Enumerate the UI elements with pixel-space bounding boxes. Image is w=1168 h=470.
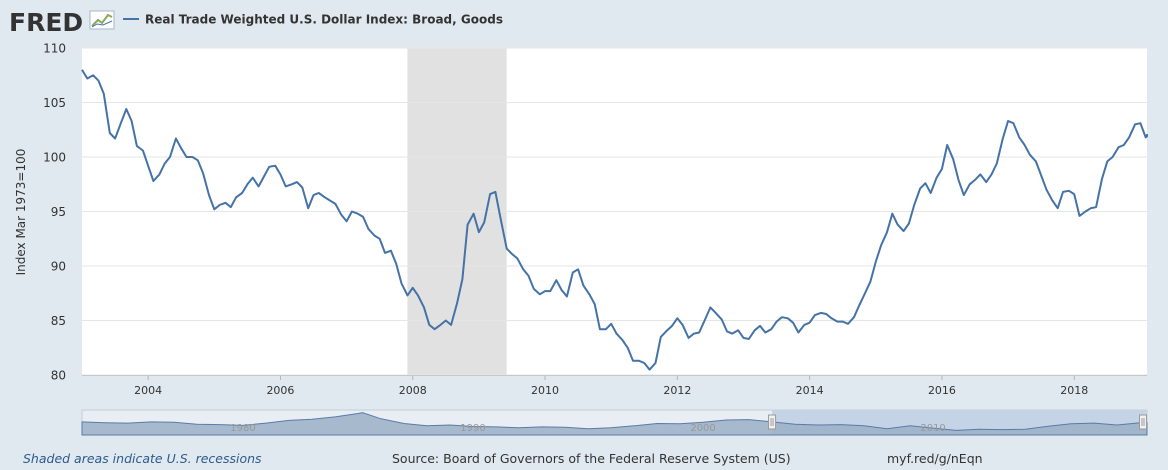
x-axis-ticks: 2004 2006 2008 2010 2012 2014 2016 2018 bbox=[82, 375, 1147, 397]
fred-logo-text: FRED bbox=[9, 8, 83, 37]
y-tick-label: 100 bbox=[43, 151, 66, 165]
series-line bbox=[81, 69, 1148, 371]
fred-logo[interactable]: FRED bbox=[9, 8, 115, 37]
x-tick-label: 2010 bbox=[531, 384, 559, 397]
y-axis-ticks: 80 85 90 95 100 105 110 bbox=[43, 42, 66, 383]
y-tick-label: 95 bbox=[51, 205, 66, 219]
y-tick-label: 90 bbox=[51, 260, 66, 274]
series-line-group bbox=[81, 69, 1148, 371]
range-navigator[interactable]: 1980 1990 2000 2010 bbox=[81, 409, 1148, 436]
navigator-tick-label: 2010 bbox=[920, 423, 945, 434]
chart-logo-icon bbox=[89, 10, 115, 30]
y-tick-label: 80 bbox=[51, 369, 66, 383]
legend: Real Trade Weighted U.S. Dollar Index: B… bbox=[123, 13, 503, 27]
handle-body[interactable] bbox=[768, 414, 777, 430]
handle-body[interactable] bbox=[1139, 414, 1147, 430]
navigator-tick-label: 1980 bbox=[230, 423, 255, 434]
navigator-right-handle[interactable] bbox=[1139, 414, 1147, 430]
legend-series-title: Real Trade Weighted U.S. Dollar Index: B… bbox=[145, 13, 503, 27]
y-tick-label: 105 bbox=[43, 96, 66, 110]
x-tick-label: 2016 bbox=[928, 384, 956, 397]
x-tick-label: 2004 bbox=[134, 384, 162, 397]
x-tick-label: 2008 bbox=[399, 384, 427, 397]
y-tick-label: 85 bbox=[51, 314, 66, 328]
navigator-area bbox=[81, 412, 1148, 436]
y-axis-label: Index Mar 1973=100 bbox=[14, 149, 28, 276]
navigator-tick-label: 2000 bbox=[690, 423, 715, 434]
short-url[interactable]: myf.red/g/nEqn bbox=[887, 451, 983, 466]
source-text: Source: Board of Governors of the Federa… bbox=[392, 451, 791, 466]
recession-note-link[interactable]: Shaded areas indicate U.S. recessions bbox=[23, 451, 262, 466]
x-tick-label: 2014 bbox=[796, 384, 824, 397]
y-tick-label: 110 bbox=[43, 42, 66, 56]
x-tick-label: 2012 bbox=[663, 384, 691, 397]
navigator-left-handle[interactable] bbox=[768, 414, 777, 430]
x-tick-label: 2018 bbox=[1060, 384, 1088, 397]
navigator-tick-label: 1990 bbox=[460, 423, 485, 434]
x-tick-label: 2006 bbox=[266, 384, 294, 397]
